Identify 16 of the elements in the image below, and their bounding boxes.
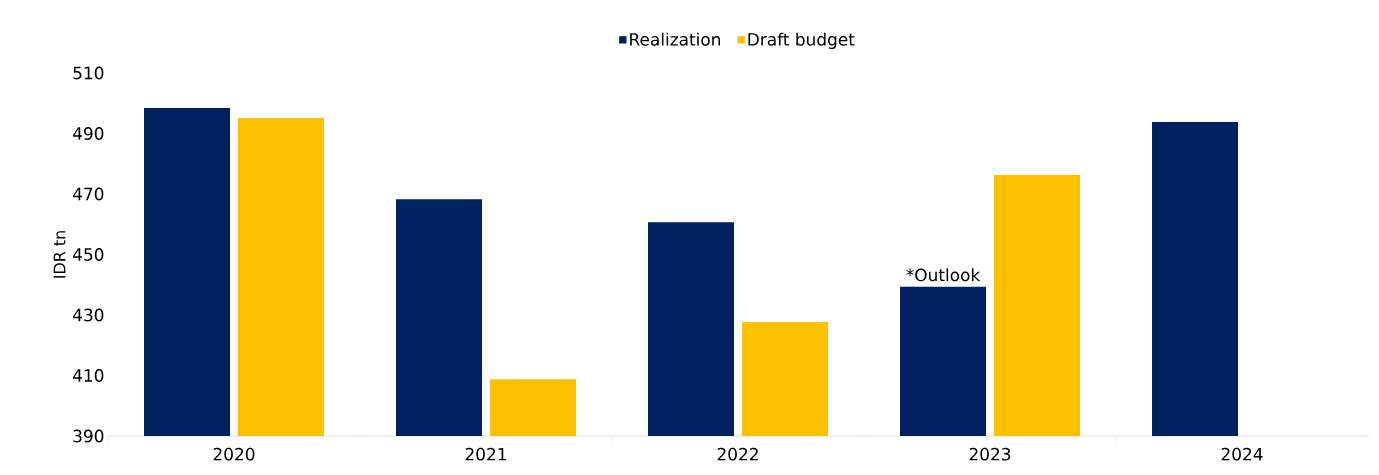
x-tick-label: 2020 xyxy=(213,447,255,461)
y-axis-title: IDR tn xyxy=(53,231,66,278)
legend-label: Draft budget xyxy=(748,32,855,50)
x-tick-label: 2021 xyxy=(465,447,506,461)
y-tick-label: 430 xyxy=(72,308,104,322)
x-tick-label: 2023 xyxy=(969,447,1011,461)
legend-label: Realization xyxy=(630,32,721,46)
y-tick-label: 410 xyxy=(72,369,104,382)
x-tick-label: 2024 xyxy=(1221,447,1263,461)
y-tick-label: 450 xyxy=(72,248,104,261)
y-tick-label: 390 xyxy=(73,429,104,443)
y-tick-label: 490 xyxy=(72,127,104,140)
annotation: *Outlook xyxy=(906,268,981,282)
y-tick-label: 510 xyxy=(73,66,104,80)
x-tick-label: 2022 xyxy=(717,447,758,461)
y-tick-label: 470 xyxy=(72,187,104,201)
